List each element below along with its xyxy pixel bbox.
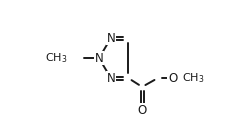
Text: CH$_3$: CH$_3$: [182, 71, 204, 85]
Text: O: O: [168, 72, 177, 85]
Text: CH$_3$: CH$_3$: [45, 51, 67, 65]
Text: N: N: [106, 72, 115, 85]
Text: O: O: [138, 104, 147, 117]
Text: N: N: [95, 52, 103, 65]
Text: N: N: [106, 32, 115, 45]
